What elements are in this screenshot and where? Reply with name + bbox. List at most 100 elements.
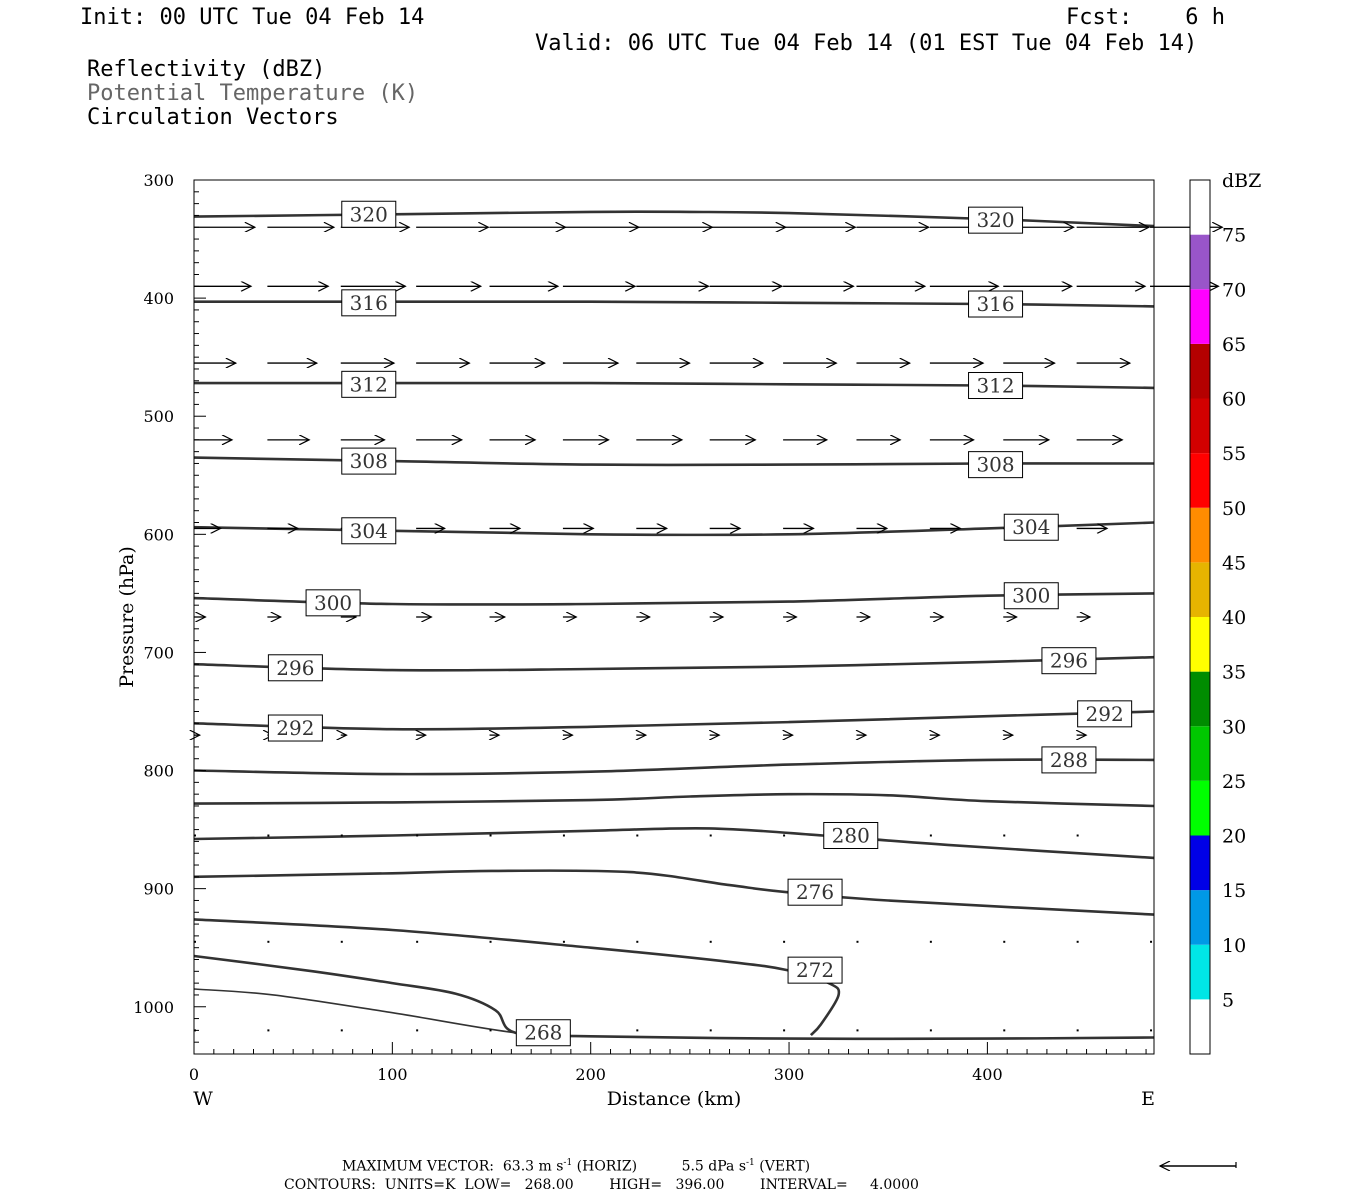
- contour-label: 320: [976, 208, 1014, 232]
- y-tick-label: 1000: [133, 998, 174, 1017]
- y-tick-label: 800: [143, 762, 174, 781]
- contour-label: 316: [976, 292, 1014, 316]
- contour-label: 272: [796, 958, 834, 982]
- contour-label-box: [968, 451, 1024, 479]
- contour-label: 292: [1086, 702, 1124, 726]
- contour-info: CONTOURS: UNITS=K LOW= 268.00 HIGH= 396.…: [284, 1177, 919, 1193]
- x-axis-label: Distance (km): [607, 1088, 742, 1110]
- max-vector-prefix: MAXIMUM VECTOR: 63.3 m s: [342, 1158, 564, 1175]
- contour-label-box: [341, 370, 397, 398]
- contour-label: 280: [832, 824, 870, 848]
- colorbar-segment: [1190, 289, 1210, 344]
- contour-label-box: [1077, 700, 1133, 728]
- y-axis-label: Pressure (hPa): [116, 546, 138, 688]
- y-tick-label: 700: [143, 643, 174, 662]
- colorbar-segment: [1190, 617, 1210, 672]
- x-tick-label: 0: [189, 1065, 199, 1084]
- contour-line-300: [193, 592, 1155, 606]
- colorbar-segment: [1190, 671, 1210, 727]
- colorbar-tick-label: 75: [1222, 225, 1246, 247]
- contour-label: 296: [1050, 649, 1088, 673]
- x-end-label-west: W: [193, 1088, 213, 1110]
- contour-line-296: [193, 655, 1155, 672]
- colorbar-segment: [1190, 453, 1210, 508]
- contour-label-box: [1041, 746, 1097, 774]
- y-tick-label: 500: [143, 407, 174, 426]
- contour-label-box: [1003, 582, 1059, 610]
- colorbar-segment: [1190, 999, 1210, 1054]
- x-tick-label: 200: [575, 1065, 606, 1084]
- colorbar-segment: [1190, 234, 1210, 290]
- contour-label-box: [968, 372, 1024, 400]
- x-tick-label: 300: [774, 1065, 805, 1084]
- contour-line-284: [193, 792, 1155, 808]
- y-tick-label: 900: [143, 880, 174, 899]
- colorbar-segment: [1190, 780, 1210, 836]
- contour-line-288: [193, 758, 1155, 776]
- contour-label-box: [787, 878, 843, 906]
- field-potential-temperature: Potential Temperature (K): [87, 81, 419, 106]
- contour-label-box: [1003, 513, 1059, 541]
- colorbar-tick-label: 10: [1222, 935, 1246, 957]
- contour-line-292: [193, 710, 1155, 731]
- init-time: Init: 00 UTC Tue 04 Feb 14: [80, 5, 425, 30]
- contour-label: 304: [1012, 515, 1050, 539]
- colorbar-segment: [1190, 343, 1210, 399]
- contour-label: 316: [350, 291, 388, 315]
- colorbar-tick-label: 70: [1222, 279, 1246, 301]
- x-tick-label: 400: [972, 1065, 1003, 1084]
- colorbar-segment: [1190, 726, 1210, 781]
- colorbar-segment: [1190, 507, 1210, 563]
- contour-label: 320: [350, 202, 388, 226]
- colorbar-tick-label: 50: [1222, 498, 1246, 520]
- colorbar-segment: [1190, 398, 1210, 454]
- contour-label-box: [267, 714, 323, 742]
- colorbar-segment: [1190, 835, 1210, 891]
- colorbar-tick-label: 5: [1222, 989, 1234, 1011]
- contour-label: 296: [276, 656, 314, 680]
- colorbar-tick-label: 65: [1222, 334, 1246, 356]
- contour-layer: [193, 210, 1155, 1041]
- colorbar-segment: [1190, 890, 1210, 945]
- contour-label: 312: [976, 374, 1014, 398]
- colorbar-frame: [1189, 179, 1211, 1055]
- contour-label-layer: 320 320 316 316 312 312 308 308 304 304 300 300 296 2…: [267, 200, 1133, 1047]
- max-vector-suffix: (VERT): [754, 1158, 811, 1175]
- contour-label-box: [823, 822, 879, 849]
- contour-label: 308: [976, 453, 1014, 477]
- valid-time: Valid: 06 UTC Tue 04 Feb 14 (01 EST Tue …: [535, 31, 1198, 56]
- contour-label: 268: [524, 1021, 562, 1045]
- contour-line-280: [193, 826, 1155, 860]
- max-vector-sup-2: -1: [746, 1158, 755, 1168]
- contour-label-box: [787, 956, 843, 984]
- contour-label-box: [515, 1019, 571, 1047]
- contour-label-box: [1041, 647, 1097, 675]
- contour-label: 300: [314, 591, 352, 615]
- colorbar-segment: [1190, 562, 1210, 617]
- contour-label: 276: [796, 880, 834, 904]
- colorbar-tick-label: 40: [1222, 607, 1246, 629]
- y-tick-label: 300: [143, 171, 174, 190]
- contour-label-box: [968, 206, 1024, 234]
- colorbar-segment: [1190, 944, 1210, 1000]
- contour-label-box: [341, 200, 397, 228]
- field-reflectivity: Reflectivity (dBZ): [87, 57, 326, 82]
- colorbar-tick-label: 20: [1222, 826, 1246, 848]
- contour-label: 304: [350, 519, 388, 543]
- y-tick-label: 600: [143, 525, 174, 544]
- colorbar-tick-label: 55: [1222, 443, 1246, 465]
- max-vector-sup-1: -1: [563, 1158, 573, 1168]
- contour-label-box: [341, 447, 397, 475]
- colorbar: 5 10 15 20 25 30 35 40 45 50 55 60 65 70 75: [1189, 179, 1246, 1055]
- axis-layer: 0 100 200 300 400 300 400 500 600 700 800 900 1000: [133, 171, 1147, 1084]
- x-tick-label: 100: [377, 1065, 408, 1084]
- contour-label-box: [341, 289, 397, 317]
- contour-label: 312: [350, 372, 388, 396]
- colorbar-segment: [1190, 180, 1210, 235]
- max-vector-line: MAXIMUM VECTOR: 63.3 m s-1 (HORIZ) 5.5 d…: [342, 1159, 810, 1174]
- contour-label-box: [267, 654, 323, 682]
- contour-line-268: [193, 954, 1155, 1041]
- field-circulation-vectors: Circulation Vectors: [87, 105, 339, 130]
- colorbar-tick-label: 45: [1222, 552, 1246, 574]
